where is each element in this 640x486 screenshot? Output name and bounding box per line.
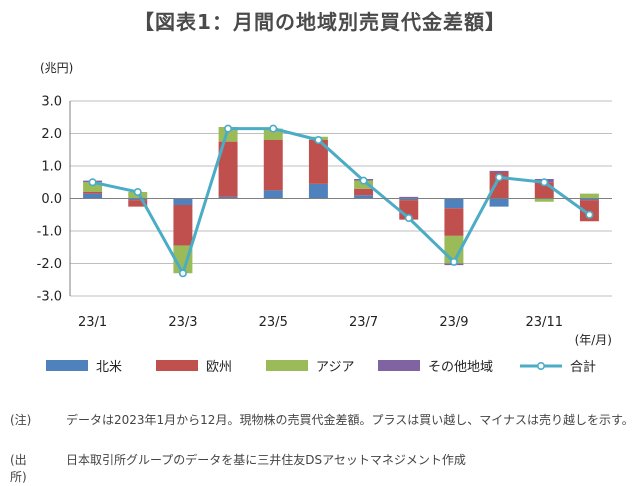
bar-segment [83, 193, 103, 199]
x-tick-label: 23/9 [439, 315, 468, 330]
bar-segment [83, 192, 103, 194]
bar-segment [444, 198, 464, 209]
y-tick-label: -3.0 [37, 290, 62, 305]
note-text: データは2023年1月から12月。現物株の売買代金差額。プラスは買い越し、マイナ… [66, 413, 634, 427]
y-tick-label: 0.0 [41, 192, 62, 207]
x-tick-label: 23/7 [349, 315, 378, 330]
total-line [88, 124, 594, 278]
bar-segment [579, 198, 599, 201]
bar-segment [308, 183, 328, 199]
bar-segment [489, 198, 509, 207]
y-unit-label: (兆円) [40, 61, 73, 75]
legend-swatch [46, 360, 88, 371]
source-text: 日本取引所グループのデータを基に三井住友DSアセットマネジメント作成 [66, 453, 466, 467]
legend-swatch [378, 360, 420, 371]
total-point [269, 124, 278, 133]
bar-segment [354, 195, 374, 199]
x-tick-label: 23/11 [526, 315, 563, 330]
bar-segment [218, 196, 238, 199]
legend-swatch [156, 360, 198, 371]
axes: 3.0 2.0 1.0 0.0 -1.0 -2.0 -3.0 (兆円) (年/月) 23/1 23/… [37, 61, 612, 347]
bar-segment [128, 200, 148, 207]
x-tick-label: 23/1 [78, 315, 107, 330]
total-point [178, 269, 187, 278]
total-point [495, 173, 504, 182]
x-tick-label: 23/5 [259, 315, 288, 330]
total-line-path [92, 127, 591, 275]
chart-title: 【図表1：月間の地域別売買代金差額】 [134, 10, 506, 34]
total-point [133, 188, 142, 197]
total-point [540, 178, 549, 187]
total-point [404, 214, 413, 223]
y-tick-label: 2.0 [41, 127, 62, 142]
bar-segment [128, 198, 148, 201]
y-tick-label: 3.0 [41, 95, 62, 110]
bar-segment [489, 170, 509, 173]
bar-segment [173, 198, 193, 205]
x-unit-label: (年/月) [575, 333, 612, 347]
bar-segment [218, 127, 238, 142]
chart: 3.0 2.0 1.0 0.0 -1.0 -2.0 -3.0 (兆円) (年/月) 23/1 23/… [37, 61, 612, 375]
bar-segment [354, 180, 374, 189]
y-tick-label: 1.0 [41, 160, 62, 175]
total-point [585, 210, 594, 219]
bar-segment [173, 205, 193, 246]
bar-segment [399, 198, 419, 201]
note-label: (注) [10, 413, 32, 427]
bar-segment [263, 190, 283, 199]
total-point [449, 257, 458, 266]
bar-segment [263, 128, 283, 140]
bar-segment [308, 140, 328, 184]
bar-segment [444, 208, 464, 236]
total-point [224, 124, 233, 133]
legend-label: アジア [316, 360, 354, 375]
legend-label: 北米 [96, 360, 122, 375]
legend: 北米 欧州 アジア その他地域 合計 [46, 359, 596, 375]
bar-segment [534, 198, 554, 202]
legend-marker [536, 361, 545, 370]
bar-segment [354, 188, 374, 196]
legend-swatch [266, 360, 308, 371]
bar-segment [263, 140, 283, 191]
legend-label: その他地域 [428, 360, 493, 375]
y-tick-label: -1.0 [37, 225, 62, 240]
bar-segment [579, 193, 599, 199]
x-tick-label: 23/3 [168, 315, 197, 330]
bar-segment [399, 196, 419, 199]
total-point [314, 136, 323, 145]
bar-segment [83, 182, 103, 192]
bar-segment [218, 141, 238, 197]
legend-label: 欧州 [206, 360, 232, 375]
bar-segment [579, 200, 599, 222]
bars [83, 127, 599, 274]
total-point [88, 178, 97, 187]
legend-label: 合計 [570, 359, 596, 375]
y-tick-label: -2.0 [37, 257, 62, 272]
source-label: (出所) [10, 453, 27, 484]
total-point [359, 176, 368, 185]
